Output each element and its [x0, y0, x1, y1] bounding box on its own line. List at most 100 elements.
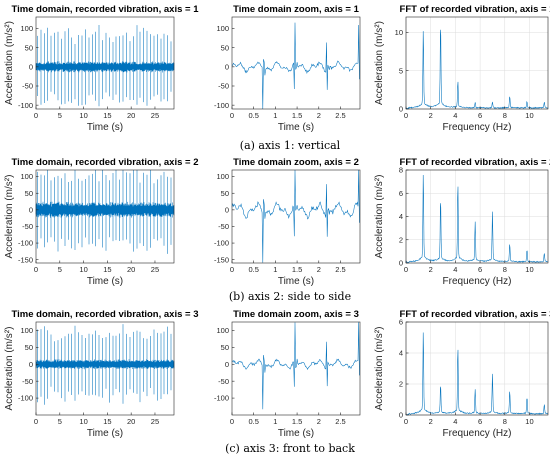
y-tick-label: 50: [25, 43, 33, 52]
x-tick-label: 20: [127, 111, 135, 120]
chart-panel: 0 2 4 6 8 10 0 5 10 FFT of recorded vibration, ax…: [374, 4, 550, 133]
x-tick-label: 0: [404, 265, 408, 274]
x-tick-label: 6: [478, 111, 482, 120]
y-tick-label: 50: [221, 43, 229, 52]
y-tick-label: 5: [399, 66, 403, 75]
x-tick-label: 0.5: [248, 417, 258, 426]
y-tick-label: 0: [225, 205, 229, 214]
x-tick-label: 0: [404, 111, 408, 120]
plot-frame: [35, 321, 175, 416]
y-tick-label: 2: [399, 380, 403, 389]
y-tick-label: 50: [221, 189, 229, 198]
x-tick-label: 4: [453, 265, 457, 274]
y-tick-label: -50: [218, 82, 229, 91]
x-tick-label: 10: [79, 265, 87, 274]
caption-b: (b) axis 2: side to side: [229, 290, 351, 303]
x-tick-label: 8: [503, 111, 507, 120]
y-tick-label: 0: [399, 411, 403, 420]
x-axis-label: Frequency (Hz): [443, 122, 512, 133]
y-tick-label: -100: [214, 239, 229, 248]
x-tick-label: 25: [151, 111, 159, 120]
x-tick-label: 6: [478, 417, 482, 426]
y-tick-label: 6: [399, 189, 403, 198]
y-tick-label: -50: [22, 222, 33, 231]
x-tick-label: 15: [103, 111, 111, 120]
x-tick-label: 20: [127, 417, 135, 426]
y-tick-label: -150: [214, 255, 229, 264]
y-axis-label: Acceleration (m/s²): [4, 175, 15, 259]
x-axis-label: Time (s): [278, 122, 314, 133]
caption-c: (c) axis 3: front to back: [225, 442, 355, 455]
x-tick-label: 2: [317, 417, 321, 426]
y-tick-label: 10: [395, 28, 403, 37]
y-tick-label: -100: [18, 101, 33, 110]
chart-title: Time domain, recorded vibration, axis = …: [12, 157, 199, 168]
series-line: [231, 22, 360, 110]
x-tick-label: 5: [58, 111, 62, 120]
series-line: [35, 324, 175, 405]
y-tick-label: -100: [214, 394, 229, 403]
x-tick-label: 25: [151, 417, 159, 426]
y-tick-label: 50: [221, 343, 229, 352]
x-tick-label: 2.5: [335, 111, 345, 120]
plot-frame: [231, 169, 361, 264]
x-tick-label: 0: [230, 417, 234, 426]
y-tick-label: 8: [399, 166, 403, 175]
chart-title: Time domain, recorded vibration, axis = …: [12, 309, 199, 320]
y-tick-label: 100: [216, 172, 229, 181]
plot-frame: [405, 16, 549, 110]
x-tick-label: 2: [429, 417, 433, 426]
y-tick-label: -150: [18, 255, 33, 264]
x-axis-label: Time (s): [278, 276, 314, 287]
series-line: [231, 322, 360, 410]
x-tick-label: 1.5: [292, 111, 302, 120]
x-tick-label: 4: [453, 417, 457, 426]
x-axis-label: Time (s): [278, 428, 314, 439]
series-line: [231, 169, 360, 263]
x-tick-label: 2: [317, 265, 321, 274]
y-tick-label: 0: [225, 62, 229, 71]
x-tick-label: 1: [273, 265, 277, 274]
y-axis-label: Acceleration (m/s²): [374, 327, 385, 411]
x-tick-label: 25: [151, 265, 159, 274]
chart-panel: 0 0.5 1 1.5 2 2.5 -150 -100 -50 0 50 100 Time domain…: [214, 157, 361, 287]
caption-a: (a) axis 1: vertical: [240, 139, 341, 152]
x-tick-label: 6: [478, 265, 482, 274]
y-tick-label: 2: [399, 235, 403, 244]
plot-frame: [35, 16, 175, 110]
x-tick-label: 8: [503, 265, 507, 274]
y-tick-label: 6: [399, 318, 403, 327]
y-axis-label: Acceleration (m/s²): [374, 21, 385, 105]
chart-title: FFT of recorded vibration, axis = 1: [400, 4, 550, 15]
x-tick-label: 8: [503, 417, 507, 426]
y-tick-label: 100: [216, 326, 229, 335]
y-tick-label: 0: [399, 259, 403, 268]
x-tick-label: 2: [317, 111, 321, 120]
x-axis-label: Frequency (Hz): [443, 428, 512, 439]
x-tick-label: 0: [34, 111, 38, 120]
plot-frame: [231, 321, 361, 416]
chart-title: Time domain, recorded vibration, axis = …: [12, 4, 200, 15]
plot-frame: [231, 16, 361, 110]
chart-panel: 0 0.5 1 1.5 2 2.5 -100 -50 0 50 100 Time domain zoo…: [214, 4, 361, 133]
x-tick-label: 0: [34, 265, 38, 274]
y-tick-label: 0: [399, 105, 403, 114]
x-axis-label: Time (s): [87, 428, 123, 439]
y-tick-label: 0: [225, 360, 229, 369]
x-tick-label: 5: [58, 417, 62, 426]
y-tick-label: 4: [399, 349, 403, 358]
y-tick-label: 0: [29, 205, 33, 214]
x-tick-label: 15: [103, 265, 111, 274]
x-tick-label: 1: [273, 417, 277, 426]
plot-frame: [405, 321, 549, 416]
series-line: [35, 25, 175, 107]
x-tick-label: 10: [525, 265, 533, 274]
chart-panel: 0 5 10 15 20 25 -150 -100 -50 0 50 100 Time domain, …: [4, 157, 199, 287]
x-tick-label: 0.5: [248, 265, 258, 274]
x-tick-label: 10: [525, 111, 533, 120]
x-axis-label: Time (s): [87, 122, 123, 133]
chart-title: FFT of recorded vibration, axis = 3: [400, 309, 550, 320]
chart-title: Time domain zoom, axis = 2: [233, 157, 359, 168]
y-tick-label: -50: [218, 222, 229, 231]
